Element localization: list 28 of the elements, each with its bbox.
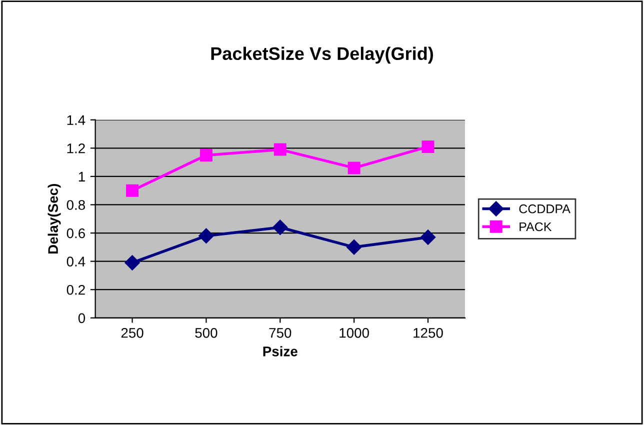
y-tick-label: 0.2: [66, 284, 85, 295]
point: [126, 184, 139, 197]
y-tick-label: 1.2: [67, 143, 85, 154]
chart-title: PacketSize Vs Delay(Grid): [211, 46, 434, 64]
y-axis-title: Delay(Sec): [48, 184, 61, 254]
y-tick-label: 0.6: [66, 228, 85, 238]
y-tick-label: 1: [78, 172, 85, 182]
x-tick-label: 500: [195, 328, 218, 338]
point: [200, 148, 212, 162]
point: [198, 228, 214, 244]
x-tick-label: 1000: [340, 328, 369, 338]
y-tick-label: 1.4: [67, 115, 86, 125]
y-tick-label: 0.8: [66, 200, 85, 210]
point: [272, 220, 288, 235]
x-axis-title: Psize: [263, 346, 298, 356]
y-tick-label: 0: [78, 313, 86, 324]
point: [124, 255, 140, 270]
x-tick-label: 1250: [414, 328, 443, 338]
point: [346, 240, 362, 255]
legend-label: CCDDPA: [519, 204, 570, 214]
point: [420, 230, 436, 245]
x-tick-label: 750: [269, 328, 292, 338]
point: [274, 143, 286, 156]
x-tick-label: 250: [121, 328, 144, 338]
legend-label: PACK: [520, 222, 552, 232]
y-tick-label: 0.4: [66, 256, 86, 266]
point: [348, 162, 360, 174]
point: [422, 140, 434, 153]
